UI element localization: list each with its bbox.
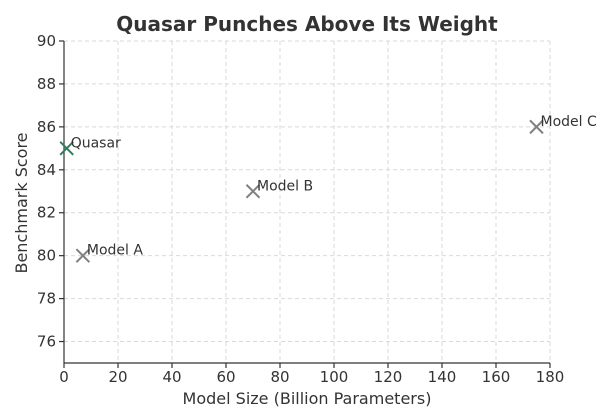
- y-tick-label: 76: [37, 333, 56, 351]
- point-label: Model A: [87, 243, 143, 259]
- data-points: Quasar Model A Model B Model C: [59, 114, 597, 263]
- point-marker: [75, 248, 91, 263]
- x-tick-label: 0: [59, 368, 69, 386]
- y-tick-label: 84: [37, 161, 56, 179]
- point-label: Model C: [541, 114, 597, 130]
- x-axis-label: Model Size (Billion Parameters): [183, 389, 432, 408]
- x-axis-ticks: 0 20 40 60 80 100 120 140 160 180: [59, 363, 564, 386]
- point-marker: [245, 184, 261, 199]
- y-tick-label: 82: [37, 204, 56, 222]
- y-tick-label: 88: [37, 75, 56, 93]
- grid: [64, 40, 551, 363]
- x-tick-label: 80: [270, 368, 289, 386]
- x-tick-label: 180: [536, 368, 565, 386]
- point-marker: [529, 119, 544, 135]
- data-point: Model C: [529, 114, 597, 135]
- x-tick-label: 140: [428, 368, 457, 386]
- data-point: Quasar: [59, 135, 121, 156]
- point-marker: [59, 141, 74, 156]
- data-point: Model B: [245, 178, 313, 199]
- point-label: Model B: [257, 178, 313, 194]
- axes: [63, 41, 550, 364]
- data-point: Model A: [75, 243, 143, 263]
- chart-title: Quasar Punches Above Its Weight: [116, 12, 498, 36]
- y-tick-label: 78: [37, 290, 56, 308]
- y-tick-label: 86: [37, 118, 56, 136]
- x-tick-label: 100: [320, 368, 349, 386]
- x-tick-label: 40: [162, 368, 181, 386]
- x-tick-label: 160: [482, 368, 511, 386]
- point-label: Quasar: [71, 135, 121, 151]
- x-tick-label: 120: [374, 368, 403, 386]
- x-tick-label: 60: [216, 368, 235, 386]
- y-axis-ticks: 76 78 80 82 84 86 88 90: [37, 32, 64, 351]
- y-tick-label: 80: [37, 247, 56, 265]
- y-tick-label: 90: [37, 32, 56, 50]
- x-tick-label: 20: [108, 368, 127, 386]
- y-axis-label: Benchmark Score: [12, 132, 31, 273]
